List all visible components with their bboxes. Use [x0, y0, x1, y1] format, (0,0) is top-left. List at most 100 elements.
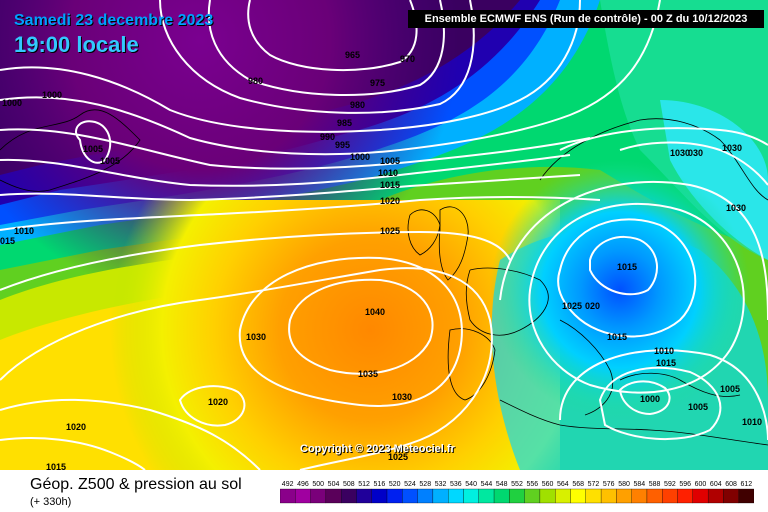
map-canvas: 965 9709759809809859909951000100010001005…: [0, 0, 768, 470]
isobar-label: 1020: [380, 196, 400, 206]
isobar-label: 1000: [640, 394, 660, 404]
legend-swatch: [493, 488, 510, 504]
legend-scale: 492 496 500 504 508 512 516 520 524 528 532 536 540 5…: [279, 481, 755, 504]
isobar-label: 995: [335, 140, 350, 150]
legend-value: 564: [557, 481, 569, 488]
legend-swatch: [310, 488, 327, 504]
legend-value: 612: [741, 481, 753, 488]
legend-swatch: [539, 488, 556, 504]
isobar-label: 1035: [358, 369, 378, 379]
isobar-label: 1030: [670, 148, 690, 158]
isobar-label: 1015: [607, 332, 627, 342]
isobar-label: 1030: [246, 332, 266, 342]
legend-swatch: [341, 488, 357, 504]
color-legend: 492 496 500 504 508 512 516 520 524 528 532 536 540 5…: [279, 478, 755, 511]
legend-swatch: [386, 488, 403, 504]
isobar-label: 1015: [46, 462, 66, 470]
isobar-label: 1040: [365, 307, 385, 317]
legend-value: 516: [374, 481, 386, 488]
legend-swatch: [417, 488, 434, 504]
legend-value: 552: [511, 481, 523, 488]
isobar-label: 1000: [2, 98, 22, 108]
isobar-label: 1025: [380, 226, 400, 236]
legend-value: 532: [435, 481, 447, 488]
legend-value: 592: [664, 481, 676, 488]
legend-swatch: [279, 488, 296, 504]
isobar-label: 1005: [720, 384, 740, 394]
legend-value: 548: [496, 481, 508, 488]
isobar-label: 1015: [617, 262, 637, 272]
legend-swatch: [402, 488, 418, 504]
legend-swatch: [616, 488, 632, 504]
legend-value: 496: [297, 481, 309, 488]
legend-value: 556: [526, 481, 538, 488]
copyright-text: Copyright © 2023 Meteociel.fr: [300, 443, 455, 455]
isobar-label: 1030: [726, 203, 746, 213]
isobar-label: 1005: [83, 144, 103, 154]
legend-swatch: [325, 488, 342, 504]
legend-value: 608: [725, 481, 737, 488]
legend-value: 560: [542, 481, 554, 488]
isobar-label: 965: [345, 50, 360, 60]
isobar-labels: 965 9709759809809859909951000100010001005…: [0, 50, 762, 470]
legend-swatch: [570, 488, 586, 504]
legend-swatch: [448, 488, 464, 504]
isobar-label: 1020: [66, 422, 86, 432]
legend-swatch: [585, 488, 602, 504]
legend-value: 528: [419, 481, 431, 488]
isobar-label: 1015: [656, 358, 676, 368]
isobar-label: 030: [688, 148, 703, 158]
isobar-label: 1015: [380, 180, 400, 190]
forecast-time: 19:00 locale: [14, 32, 139, 57]
legend-swatch: [555, 488, 571, 504]
isobar-label: 1005: [100, 156, 120, 166]
isobar-label: 1010: [14, 226, 34, 236]
legend-swatch: [432, 488, 449, 504]
legend-value: 508: [343, 481, 355, 488]
chart-title: Géop. Z500 & pression au sol: [30, 476, 242, 493]
legend-value: 584: [633, 481, 645, 488]
isobar-label: 1025: [562, 301, 582, 311]
legend-swatch: [738, 488, 755, 504]
legend-swatch: [707, 488, 724, 504]
isobar-label: 1020: [208, 397, 228, 407]
model-info-banner: Ensemble ECMWF ENS (Run de contrôle) - 0…: [408, 10, 764, 28]
legend-value: 536: [450, 481, 462, 488]
legend-value: 500: [312, 481, 324, 488]
isobar-label: 990: [320, 132, 335, 142]
isobar-label: 980: [350, 100, 365, 110]
legend-swatch: [463, 488, 479, 504]
legend-value: 540: [465, 481, 477, 488]
legend-swatch: [524, 488, 541, 504]
legend-value: 492: [282, 481, 294, 488]
legend-swatch: [662, 488, 678, 504]
legend-value: 568: [572, 481, 584, 488]
legend-swatch: [509, 488, 525, 504]
isobar-label: 1010: [378, 168, 398, 178]
legend-swatch: [677, 488, 693, 504]
isobar-label: 1025: [388, 452, 408, 462]
legend-swatch: [646, 488, 663, 504]
isobar-label: 1000: [42, 90, 62, 100]
isobar-label: 1005: [688, 402, 708, 412]
legend-swatch: [356, 488, 372, 504]
weather-map: 965 970 975 980 980 985 990 995 1000 1000 1000 1005…: [0, 0, 768, 470]
legend-value: 504: [328, 481, 340, 488]
isobar-label: 980: [248, 76, 263, 86]
isobar-label: 1010: [742, 417, 762, 427]
legend-swatch: [631, 488, 648, 504]
legend-swatch: [478, 488, 495, 504]
legend-value: 512: [358, 481, 370, 488]
legend-value: 580: [618, 481, 630, 488]
isobar-label: 1005: [380, 156, 400, 166]
isobars: [0, 0, 768, 470]
isobar-label: 970: [400, 54, 415, 64]
legend-value: 520: [389, 481, 401, 488]
legend-swatch: [600, 488, 617, 504]
isobar-label: 1000: [350, 152, 370, 162]
forecast-date: Samedi 23 decembre 2023: [14, 12, 214, 29]
isobar-label: 015: [0, 236, 15, 246]
legend-value: 604: [710, 481, 722, 488]
isobar-label: 1030: [722, 143, 742, 153]
legend-value: 588: [649, 481, 661, 488]
